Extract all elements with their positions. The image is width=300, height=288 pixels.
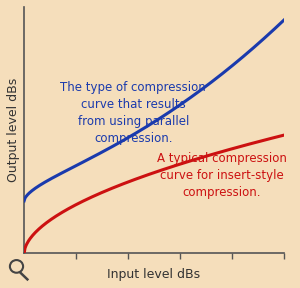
Text: The type of compression
curve that results
from using parallel
compression.: The type of compression curve that resul… bbox=[60, 81, 206, 145]
X-axis label: Input level dBs: Input level dBs bbox=[107, 268, 201, 281]
Y-axis label: Output level dBs: Output level dBs bbox=[7, 78, 20, 182]
Text: A typical compression
curve for insert-style
compression.: A typical compression curve for insert-s… bbox=[157, 151, 286, 198]
